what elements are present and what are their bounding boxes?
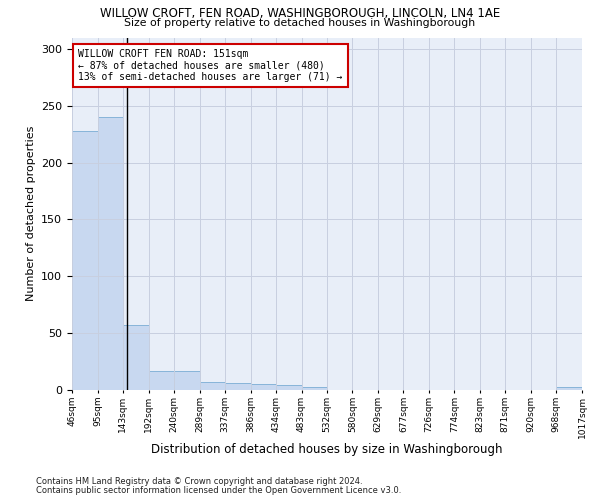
- X-axis label: Distribution of detached houses by size in Washingborough: Distribution of detached houses by size …: [151, 443, 503, 456]
- Bar: [276, 386, 302, 390]
- Bar: [556, 386, 582, 390]
- Bar: [123, 325, 149, 390]
- Bar: [200, 382, 225, 390]
- Bar: [98, 117, 123, 390]
- Text: Contains public sector information licensed under the Open Government Licence v3: Contains public sector information licen…: [36, 486, 401, 495]
- Bar: [174, 370, 200, 390]
- Text: WILLOW CROFT, FEN ROAD, WASHINGBOROUGH, LINCOLN, LN4 1AE: WILLOW CROFT, FEN ROAD, WASHINGBOROUGH, …: [100, 8, 500, 20]
- Bar: [72, 130, 98, 390]
- Bar: [251, 384, 276, 390]
- Bar: [302, 386, 327, 390]
- Text: WILLOW CROFT FEN ROAD: 151sqm
← 87% of detached houses are smaller (480)
13% of : WILLOW CROFT FEN ROAD: 151sqm ← 87% of d…: [79, 49, 343, 82]
- Bar: [149, 370, 174, 390]
- Bar: [225, 383, 251, 390]
- Text: Size of property relative to detached houses in Washingborough: Size of property relative to detached ho…: [124, 18, 476, 28]
- Y-axis label: Number of detached properties: Number of detached properties: [26, 126, 35, 302]
- Text: Contains HM Land Registry data © Crown copyright and database right 2024.: Contains HM Land Registry data © Crown c…: [36, 477, 362, 486]
